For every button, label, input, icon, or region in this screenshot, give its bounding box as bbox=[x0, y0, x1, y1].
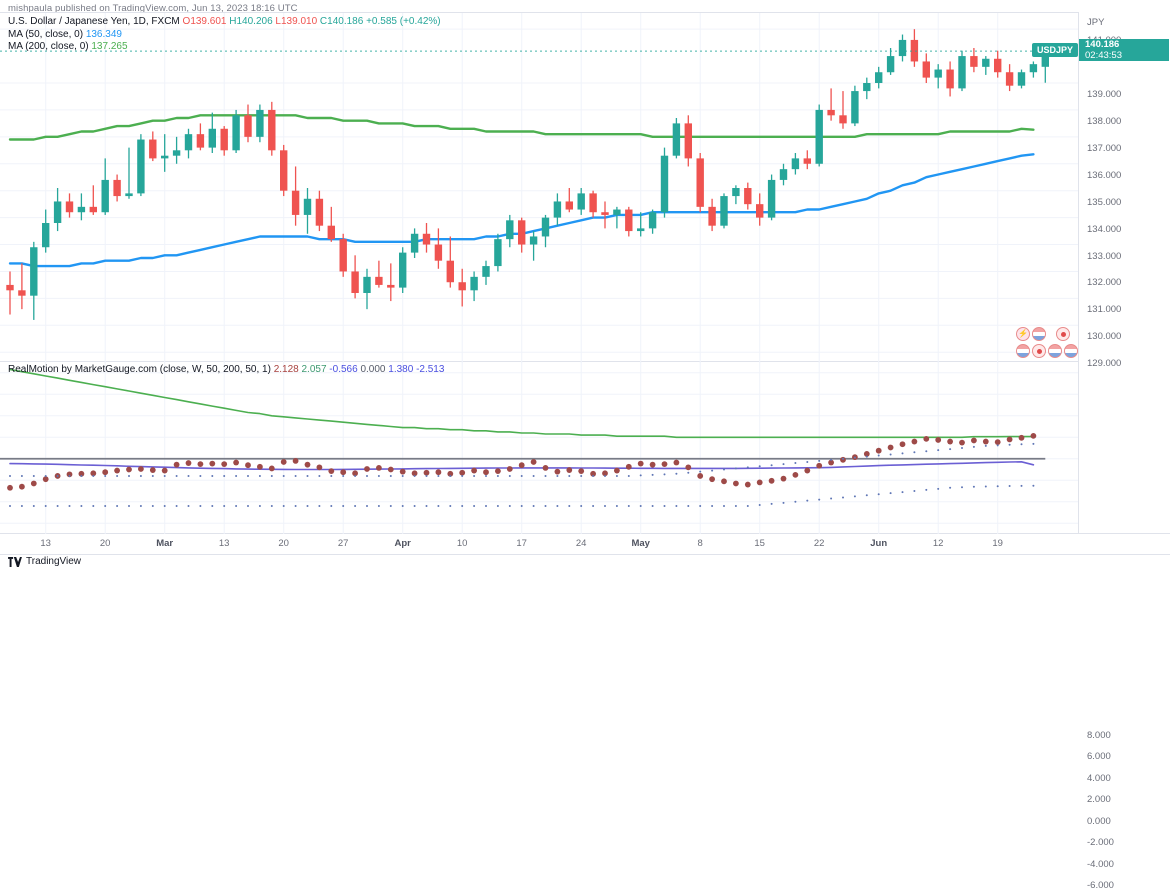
current-price-badge[interactable]: 140.186 02:43:53 bbox=[1079, 39, 1169, 62]
change-percent: (+0.42%) bbox=[399, 16, 441, 27]
time-tick-label: May bbox=[631, 538, 650, 549]
time-tick-label: 19 bbox=[992, 538, 1003, 549]
tradingview-chart-screenshot: mishpaula published on TradingView.com, … bbox=[0, 3, 1170, 891]
event-badge-us-icon[interactable] bbox=[1048, 344, 1062, 358]
indicator-tick-label: 8.000 bbox=[1087, 729, 1111, 741]
time-tick-label: 15 bbox=[754, 538, 765, 549]
ohlc-low: L139.010 bbox=[275, 16, 318, 27]
price-tick-label: 135.000 bbox=[1087, 196, 1122, 208]
price-tick-label: 130.000 bbox=[1087, 331, 1122, 343]
price-tick-label: 129.000 bbox=[1087, 358, 1122, 370]
bar-countdown: 02:43:53 bbox=[1085, 49, 1122, 61]
time-tick-label: 10 bbox=[456, 538, 468, 549]
indicator-plot-svg bbox=[0, 362, 1078, 534]
indicator-tick-label: 2.000 bbox=[1087, 794, 1111, 806]
indicator-tick-label: -4.000 bbox=[1087, 858, 1114, 870]
price-tick-label: 132.000 bbox=[1087, 277, 1122, 289]
price-legend-main: U.S. Dollar / Japanese Yen, 1D, FXCM O13… bbox=[8, 16, 441, 29]
time-tick-label: 27 bbox=[337, 538, 349, 549]
tradingview-logo[interactable]: TradingView bbox=[8, 556, 81, 567]
time-tick-label: 22 bbox=[813, 538, 825, 549]
indicator-value-1: 2.057 bbox=[298, 364, 327, 375]
price-plot-svg bbox=[0, 13, 1078, 363]
price-tick-label: 137.000 bbox=[1087, 142, 1122, 154]
event-badge-us-icon[interactable] bbox=[1032, 327, 1046, 341]
price-legend: U.S. Dollar / Japanese Yen, 1D, FXCM O13… bbox=[8, 16, 441, 54]
ma50-label: MA (50, close, 0) bbox=[8, 28, 84, 40]
event-badges-cluster[interactable]: ⚡ bbox=[1016, 327, 1078, 361]
indicator-tick-label: -6.000 bbox=[1087, 880, 1114, 891]
indicator-scale[interactable]: 8.000 6.000 4.000 2.000 0.000 -2.000 -4.000 -6.… bbox=[1078, 362, 1170, 891]
ohlc-high: H140.206 bbox=[229, 16, 273, 27]
indicator-tick-label: -2.000 bbox=[1087, 837, 1114, 849]
indicator-tick-label: 0.000 bbox=[1087, 815, 1111, 827]
price-tick-label: 133.000 bbox=[1087, 250, 1122, 262]
attribution-text: mishpaula published on TradingView.com, … bbox=[8, 3, 298, 14]
time-tick-label: Jun bbox=[870, 538, 888, 549]
indicator-value-4: 1.380 bbox=[385, 364, 414, 375]
change-value: +0.585 bbox=[366, 16, 397, 27]
ma200-label: MA (200, close, 0) bbox=[8, 41, 89, 52]
time-tick-label: Apr bbox=[394, 538, 411, 549]
time-tick-label: 8 bbox=[697, 538, 703, 549]
time-tick-label: 12 bbox=[932, 538, 944, 549]
time-tick-label: 24 bbox=[575, 538, 587, 549]
ma50-legend-row[interactable]: MA (50, close, 0) 136.349 bbox=[8, 29, 441, 42]
indicator-values: 2.128 2.057 -0.566 0.000 1.380 -2.513 bbox=[274, 364, 445, 375]
time-tick-label: 20 bbox=[278, 538, 289, 549]
event-badge-jp-icon[interactable] bbox=[1032, 344, 1046, 358]
event-badge-jp-icon[interactable] bbox=[1056, 327, 1070, 341]
time-tick-label: 13 bbox=[40, 538, 51, 549]
event-badge-bolt-icon[interactable]: ⚡ bbox=[1016, 327, 1030, 341]
time-tick-label: 20 bbox=[99, 538, 111, 549]
ma50-value: 136.349 bbox=[85, 28, 122, 40]
indicator-value-5: -2.513 bbox=[413, 364, 445, 375]
ticker-tag: USDJPY bbox=[1032, 43, 1079, 58]
event-badge-us-icon[interactable] bbox=[1064, 344, 1078, 358]
time-scale[interactable]: 13 20 Mar 13 20 27 Apr 10 17 24 May 8 15 22 Jun 12 19 bbox=[0, 534, 1170, 555]
tradingview-wordmark: TradingView bbox=[26, 556, 82, 567]
price-chart-pane[interactable] bbox=[0, 12, 1078, 363]
price-tick-label: 136.000 bbox=[1087, 169, 1122, 181]
indicator-pane[interactable] bbox=[0, 362, 1078, 534]
indicator-title: RealMotion by MarketGauge.com (close, W,… bbox=[8, 364, 271, 375]
symbol-label: U.S. Dollar / Japanese Yen, 1D, FXCM bbox=[8, 16, 180, 27]
ma200-legend-row[interactable]: MA (200, close, 0) 137.265 bbox=[8, 41, 441, 54]
event-badge-us-icon[interactable] bbox=[1016, 344, 1030, 358]
price-tick-label: 138.000 bbox=[1087, 115, 1122, 127]
ohlc-open: O139.601 bbox=[182, 16, 227, 27]
price-scale-currency: JPY bbox=[1087, 17, 1105, 28]
current-price-value: 140.186 bbox=[1085, 39, 1120, 51]
ohlc-close: C140.186 bbox=[319, 16, 364, 27]
indicator-value-3: 0.000 bbox=[357, 364, 386, 375]
indicator-value-0: 2.128 bbox=[273, 364, 299, 375]
indicator-tick-label: 4.000 bbox=[1087, 772, 1111, 784]
indicator-legend[interactable]: RealMotion by MarketGauge.com (close, W,… bbox=[8, 364, 444, 377]
tradingview-mark-icon bbox=[8, 556, 22, 567]
price-tick-label: 134.000 bbox=[1087, 223, 1122, 235]
time-tick-label: 13 bbox=[218, 538, 230, 549]
price-scale[interactable]: JPY 141.000139.000138.000137.000136.0001… bbox=[1078, 12, 1170, 369]
indicator-tick-label: 6.000 bbox=[1087, 751, 1111, 763]
indicator-value-2: -0.566 bbox=[326, 364, 358, 375]
price-tick-label: 131.000 bbox=[1087, 304, 1122, 316]
time-tick-label: 17 bbox=[516, 538, 527, 549]
price-tick-label: 139.000 bbox=[1087, 89, 1122, 100]
time-tick-label: Mar bbox=[156, 538, 174, 549]
ma200-value: 137.265 bbox=[91, 41, 128, 52]
